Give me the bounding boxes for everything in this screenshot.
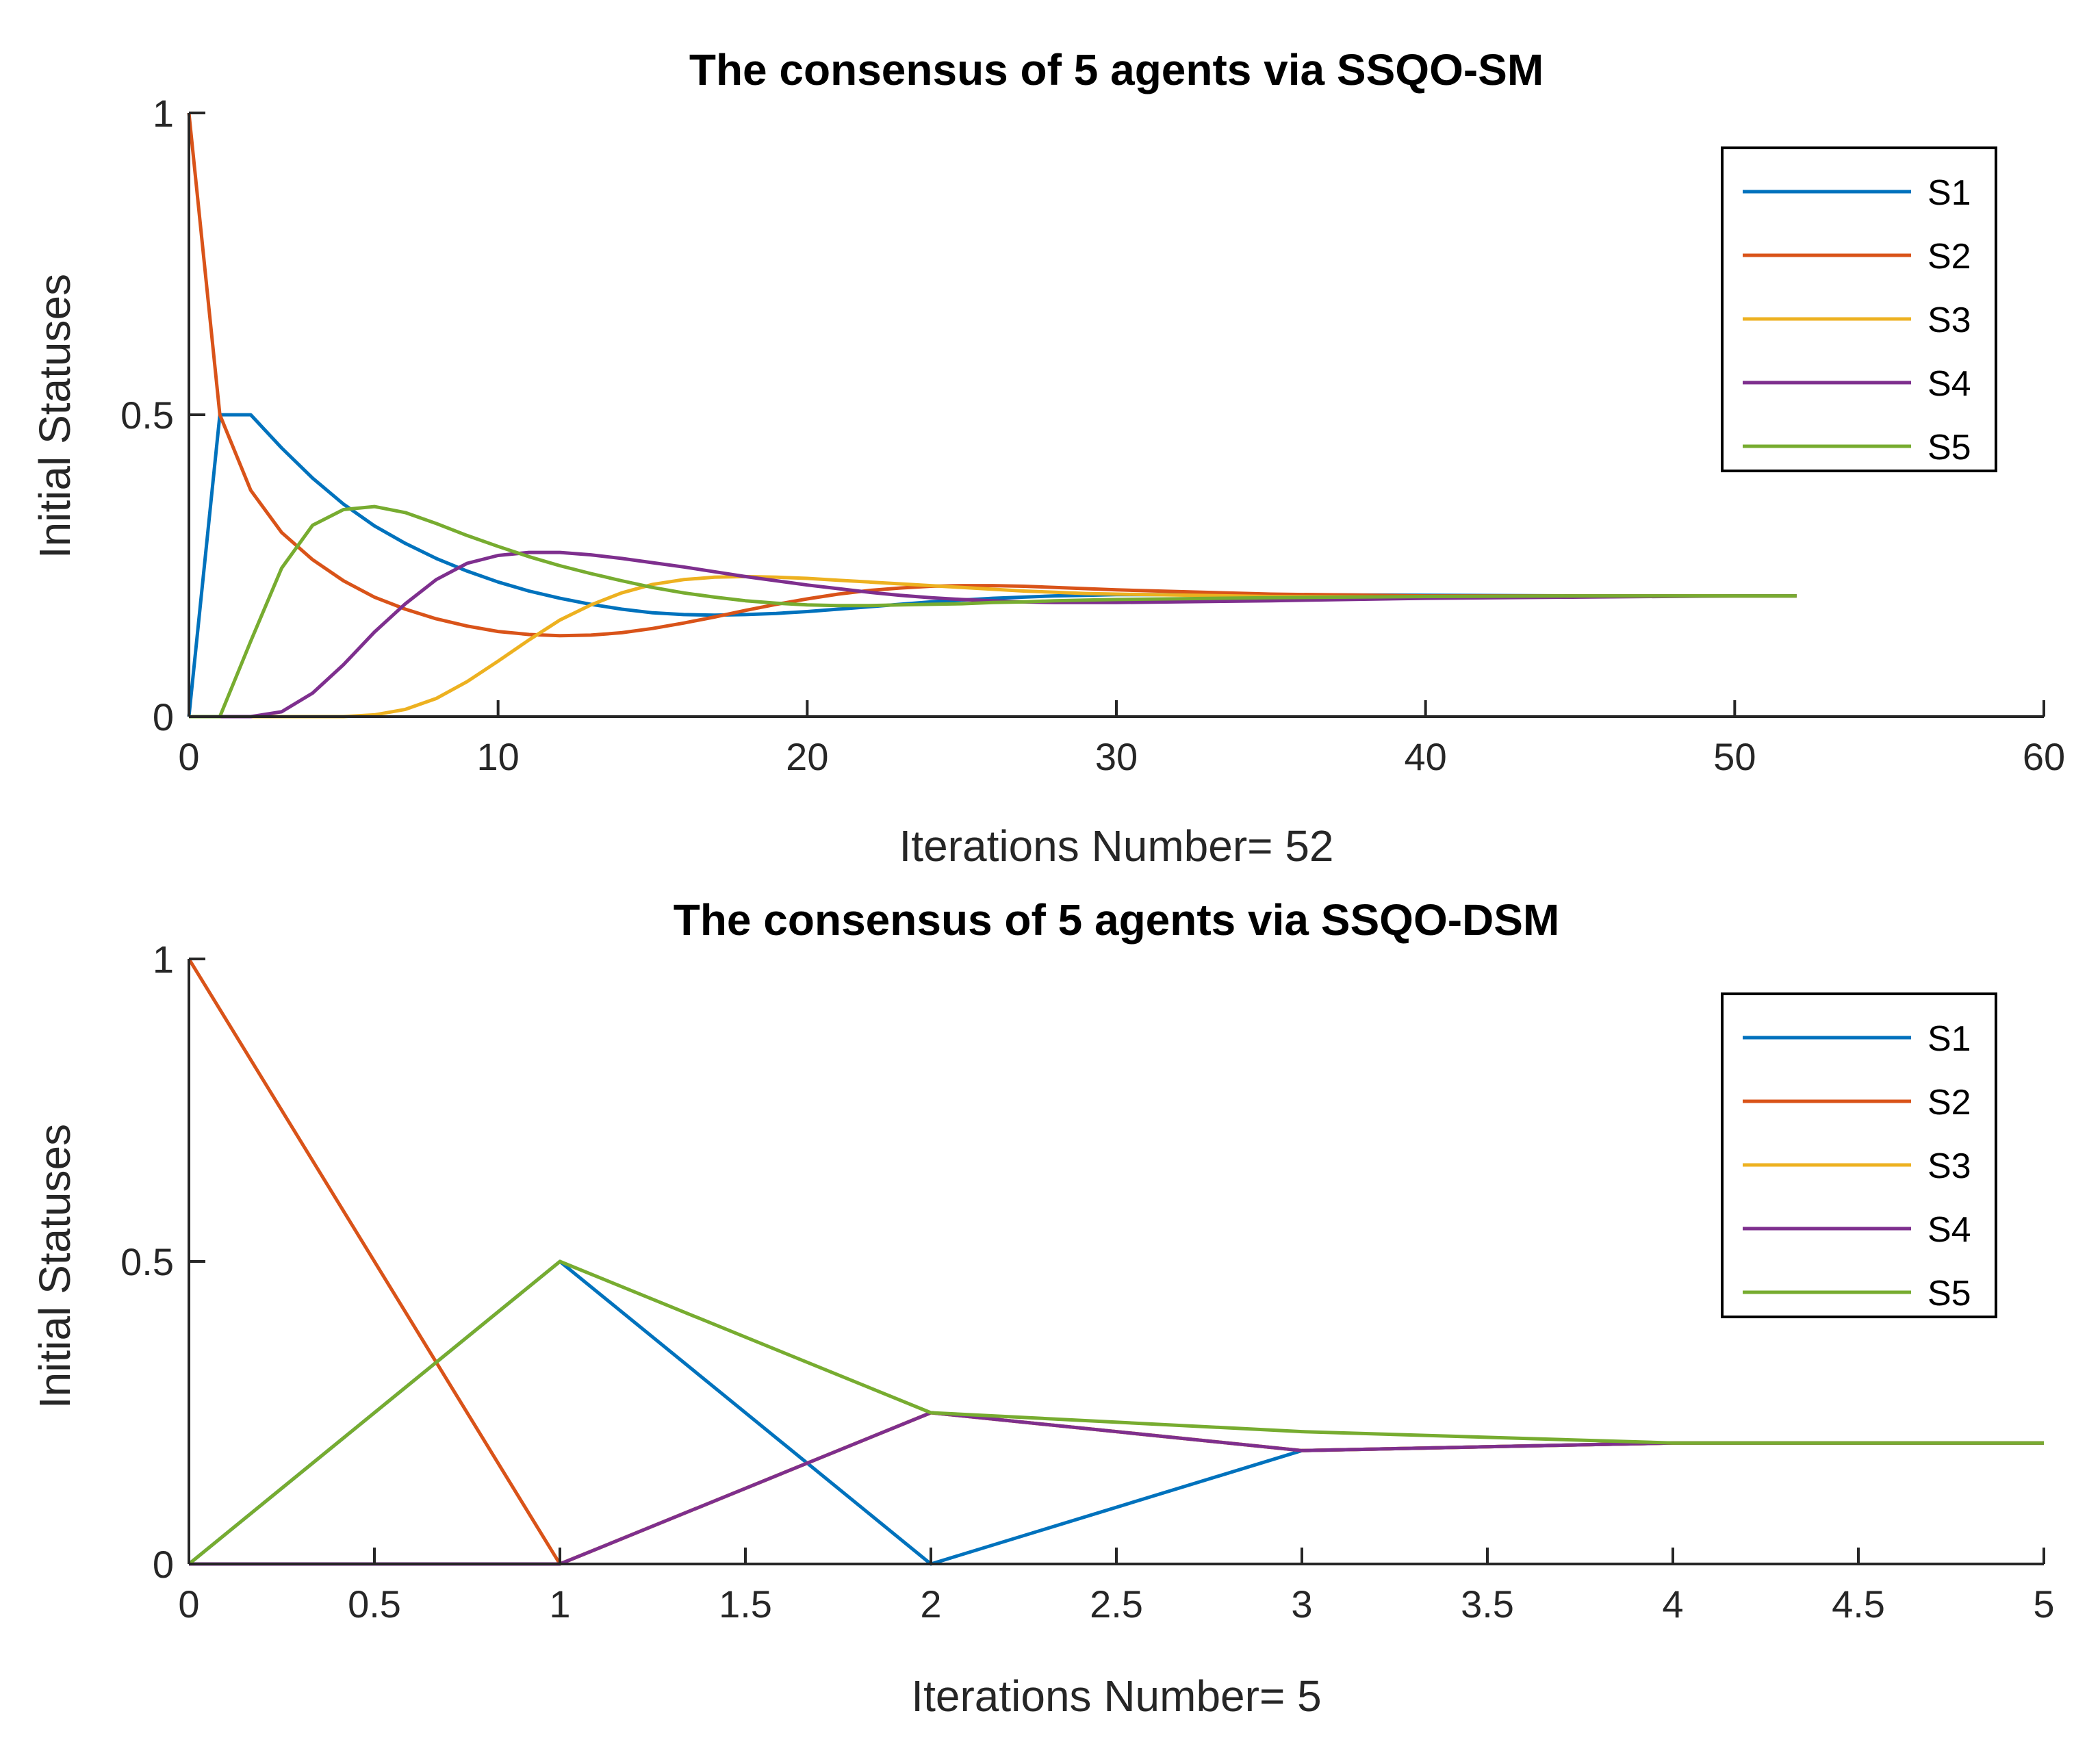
- legend-label-s2: S2: [1928, 1083, 1971, 1123]
- series-line-s5: [189, 504, 1797, 719]
- legend-label-s5: S5: [1928, 428, 1971, 467]
- x-axis-label: Iterations Number= 5: [911, 1671, 1321, 1721]
- x-tick-label: 3: [1291, 1582, 1312, 1626]
- legend: S1 S2 S3 S4 S5: [1721, 146, 1997, 472]
- legend-label-s2: S2: [1928, 237, 1971, 277]
- x-tick-label: 1.5: [719, 1582, 772, 1626]
- chart-title: The consensus of 5 agents via SSQO-DSM: [674, 895, 1560, 945]
- legend-label-s4: S4: [1928, 364, 1971, 404]
- x-tick-label: 30: [1095, 735, 1138, 778]
- legend-label-s1: S1: [1928, 173, 1971, 213]
- x-tick-label: 40: [1405, 735, 1447, 778]
- legend-box: [1721, 992, 1997, 1318]
- x-tick-label: 20: [786, 735, 828, 778]
- x-tick-label: 4.5: [1832, 1582, 1885, 1626]
- axes: 0 10 20 30 40 50 60 0 0.5 1: [120, 92, 2065, 778]
- x-axis-label: Iterations Number= 52: [899, 821, 1334, 871]
- x-tick-label: 4: [1662, 1582, 1683, 1626]
- x-tick-label: 0: [178, 1582, 199, 1626]
- series-line-s5: [188, 1259, 2044, 1565]
- chart-ssqo-sm: The consensus of 5 agents via SSQO-SM It…: [30, 45, 2065, 871]
- legend: S1 S2 S3 S4 S5: [1721, 992, 1997, 1318]
- x-tick-label: 2: [920, 1582, 941, 1626]
- axes: 0 0.5 1 1.5 2 2.5 3 3.5 4 4.5 5 0 0.5 1: [120, 938, 2054, 1626]
- series-line-s4: [189, 550, 1797, 719]
- chart-ssqo-dsm: The consensus of 5 agents via SSQO-DSM I…: [30, 895, 2055, 1721]
- legend-label-s3: S3: [1928, 300, 1971, 340]
- plot-area: [187, 112, 1797, 719]
- series-line-s3: [189, 574, 1797, 719]
- y-tick-label: 0.5: [120, 394, 174, 437]
- y-axis-label: Initial Statuses: [30, 1124, 79, 1409]
- legend-label-s1: S1: [1928, 1019, 1971, 1059]
- y-tick-label: 0: [153, 695, 174, 739]
- chart-title: The consensus of 5 agents via SSQO-SM: [689, 45, 1544, 94]
- y-axis-label: Initial Statuses: [30, 274, 79, 559]
- legend-label-s5: S5: [1928, 1274, 1971, 1313]
- y-tick-label: 1: [153, 938, 174, 981]
- y-tick-label: 0: [153, 1543, 174, 1586]
- series-line-s2: [187, 112, 1797, 638]
- legend-label-s4: S4: [1928, 1210, 1971, 1250]
- x-tick-label: 0: [178, 735, 199, 778]
- legend-label-s3: S3: [1928, 1146, 1971, 1186]
- x-tick-label: 2.5: [1090, 1582, 1143, 1626]
- legend-box: [1721, 146, 1997, 472]
- x-tick-label: 5: [2033, 1582, 2054, 1626]
- x-tick-label: 50: [1713, 735, 1756, 778]
- x-tick-label: 60: [2023, 735, 2065, 778]
- y-tick-label: 1: [153, 92, 174, 135]
- x-tick-label: 10: [477, 735, 520, 778]
- x-tick-label: 1: [549, 1582, 570, 1626]
- x-tick-label: 3.5: [1461, 1582, 1514, 1626]
- y-tick-label: 0.5: [120, 1240, 174, 1283]
- x-tick-label: 0.5: [348, 1582, 401, 1626]
